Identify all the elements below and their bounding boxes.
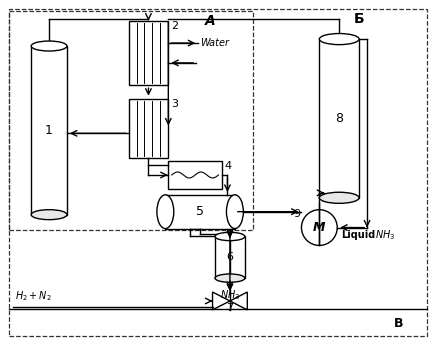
Text: M: M: [313, 221, 326, 234]
Text: 7: 7: [226, 303, 234, 313]
Bar: [168, 161, 222, 189]
Text: $NH_3$: $NH_3$: [220, 288, 240, 302]
Text: 4: 4: [225, 161, 232, 171]
Text: Liquid: Liquid: [341, 230, 375, 240]
Polygon shape: [212, 292, 230, 310]
Ellipse shape: [215, 274, 245, 282]
Bar: [129, 21, 168, 85]
Circle shape: [301, 210, 337, 245]
Text: 5: 5: [196, 205, 204, 218]
Text: Б: Б: [354, 12, 364, 26]
Bar: [165, 195, 235, 228]
Ellipse shape: [319, 33, 359, 45]
Bar: [215, 236, 245, 278]
Text: 9: 9: [293, 209, 300, 219]
Ellipse shape: [157, 195, 174, 228]
Polygon shape: [230, 292, 247, 310]
Text: В: В: [394, 317, 404, 330]
Bar: [129, 99, 168, 158]
Ellipse shape: [215, 232, 245, 241]
Text: $NH_3$: $NH_3$: [375, 229, 395, 243]
Ellipse shape: [319, 192, 359, 203]
Bar: [319, 39, 359, 198]
Text: 8: 8: [335, 112, 343, 125]
Ellipse shape: [31, 41, 67, 51]
Ellipse shape: [31, 210, 67, 220]
Text: 2: 2: [171, 21, 178, 31]
Text: A: A: [204, 14, 215, 28]
Bar: [31, 46, 67, 215]
Text: $H_2+N_2$: $H_2+N_2$: [15, 289, 52, 303]
Text: Water: Water: [200, 38, 229, 48]
Text: 3: 3: [171, 99, 178, 109]
Bar: [9, 11, 253, 229]
Text: 1: 1: [45, 124, 53, 137]
Text: 6: 6: [226, 252, 233, 262]
Ellipse shape: [226, 195, 243, 228]
